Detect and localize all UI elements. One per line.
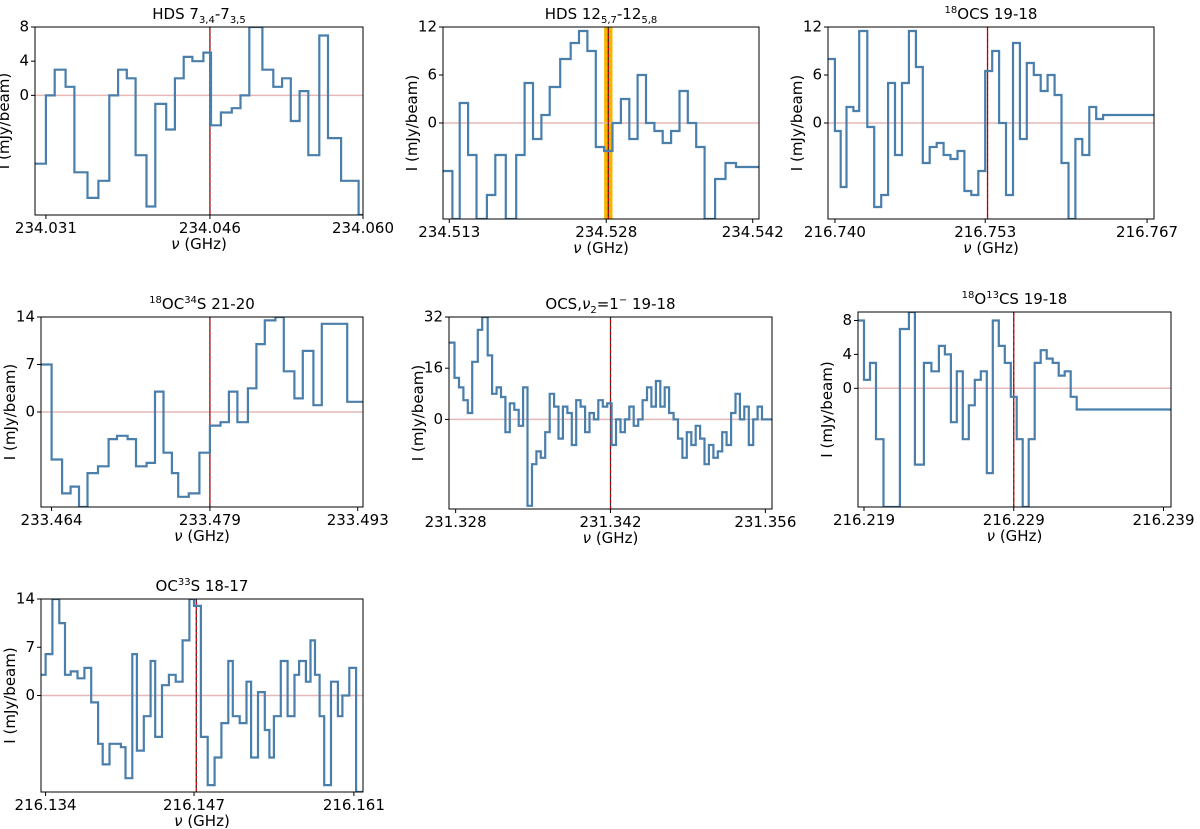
y-tick-label: 32 — [424, 308, 443, 326]
y-tick-label: 0 — [433, 410, 443, 428]
spectrum-panel-4: 0 7 14 233.464 233.479 233.493 ν (GHz) I (mJy/b… — [1, 295, 389, 545]
y-axis-label: I (mJy/beam) — [818, 361, 836, 457]
panel-title: HDS 125,7-125,8 — [545, 5, 658, 26]
spectrum-step-line — [35, 27, 363, 215]
axes-frame — [34, 26, 364, 216]
spectrum-panel-3: 0 6 12 216.740 216.753 216.767 ν (GHz) I (mJy/b… — [788, 5, 1178, 257]
spectrum-step-line — [41, 317, 363, 507]
x-axis-label: ν (GHz) — [987, 527, 1043, 545]
spectrum-step-line — [41, 599, 363, 792]
x-tick-label: 234.542 — [722, 223, 784, 241]
y-axis-label: I (mJy/beam) — [403, 75, 421, 171]
y-axis-label: I (mJy/beam) — [409, 365, 427, 461]
panel-title: 18OC34S 21-20 — [149, 295, 255, 313]
spectrum-panel-1: 0 4 8 234.031 234.046 234.060 ν (GHz) I (mJy/be… — [0, 5, 394, 253]
x-tick-label: 234.513 — [418, 223, 480, 241]
y-tick-label: 4 — [842, 345, 852, 363]
x-tick-label: 216.219 — [833, 511, 895, 529]
y-axis-label: I (mJy/beam) — [0, 73, 13, 169]
axes-frame — [857, 311, 1172, 508]
spectrum-panel-6: 0 4 8 216.219 216.229 216.239 ν (GHz) I (mJy/be… — [818, 290, 1195, 545]
plot-area — [449, 317, 772, 509]
spectrum-panel-2: 0 6 12 234.513 234.528 234.542 ν (GHz) I (mJy/b… — [403, 5, 784, 257]
x-axis-label: ν (GHz) — [174, 812, 230, 829]
x-axis-label: ν (GHz) — [573, 239, 629, 257]
y-tick-label: 12 — [803, 18, 822, 36]
x-tick-label: 216.161 — [323, 796, 385, 814]
panel-title: 18OCS 19-18 — [945, 5, 1038, 23]
plot-area — [858, 312, 1171, 507]
y-tick-label: 14 — [16, 590, 35, 608]
y-tick-label: 0 — [812, 114, 822, 132]
x-axis-label: ν (GHz) — [171, 235, 227, 253]
x-axis-label: ν (GHz) — [174, 527, 230, 545]
x-tick-label: 233.479 — [179, 511, 241, 529]
plot-area — [443, 27, 759, 219]
spectrum-step-line — [449, 317, 772, 507]
x-tick-label: 234.031 — [15, 219, 77, 237]
x-tick-label: 216.740 — [804, 223, 866, 241]
panel-title: OC33S 18-17 — [156, 577, 249, 595]
y-tick-label: 0 — [19, 86, 29, 104]
y-tick-label: 14 — [16, 308, 35, 326]
panel-title: 18O13CS 19-18 — [962, 290, 1068, 308]
x-tick-label: 231.342 — [579, 513, 641, 531]
plot-area — [35, 27, 363, 215]
x-tick-label: 216.239 — [1132, 511, 1194, 529]
y-tick-label: 0 — [25, 403, 35, 421]
y-axis-label: I (mJy/beam) — [1, 364, 19, 460]
y-axis-label: I (mJy/beam) — [788, 75, 806, 171]
plot-area — [828, 27, 1154, 219]
y-tick-label: 4 — [19, 52, 29, 70]
x-axis-label: ν (GHz) — [963, 239, 1019, 257]
x-tick-label: 234.528 — [575, 223, 637, 241]
y-tick-label: 0 — [25, 686, 35, 704]
spectrum-step-line — [828, 29, 1154, 219]
y-tick-label: 16 — [424, 359, 443, 377]
y-tick-label: 7 — [25, 638, 35, 656]
y-tick-label: 7 — [25, 355, 35, 373]
spectrum-step-line — [443, 29, 759, 219]
panel-title: OCS,ν2=1− 19-18 — [545, 295, 675, 316]
panel-title: HDS 73,4-73,5 — [152, 5, 245, 26]
y-tick-label: 8 — [842, 311, 852, 329]
y-axis-label: I (mJy/beam) — [1, 647, 19, 743]
spectrum-panel-7: 0 7 14 216.134 216.147 216.161 ν (GHz) I (mJy/b… — [1, 577, 385, 829]
y-tick-label: 8 — [19, 18, 29, 36]
spectrum-step-line — [858, 312, 1171, 507]
x-tick-label: 233.493 — [327, 511, 389, 529]
y-tick-label: 0 — [842, 379, 852, 397]
y-tick-label: 0 — [427, 114, 437, 132]
spectrum-panel-5: 0 16 32 231.328 231.342 231.356 ν (GHz) I (mJy/… — [409, 295, 796, 547]
x-tick-label: 216.147 — [163, 796, 225, 814]
x-tick-label: 216.767 — [1116, 223, 1178, 241]
x-tick-label: 234.046 — [179, 219, 241, 237]
plot-area — [41, 317, 363, 507]
x-tick-label: 231.356 — [734, 513, 796, 531]
x-tick-label: 231.328 — [425, 513, 487, 531]
x-tick-label: 216.753 — [954, 223, 1016, 241]
y-tick-label: 6 — [427, 66, 437, 84]
x-tick-label: 216.229 — [983, 511, 1045, 529]
x-tick-label: 216.134 — [15, 796, 77, 814]
x-tick-label: 234.060 — [332, 219, 394, 237]
y-tick-label: 6 — [812, 66, 822, 84]
y-tick-label: 12 — [418, 18, 437, 36]
plot-area — [41, 599, 363, 792]
x-tick-label: 233.464 — [21, 511, 83, 529]
x-axis-label: ν (GHz) — [583, 529, 639, 547]
